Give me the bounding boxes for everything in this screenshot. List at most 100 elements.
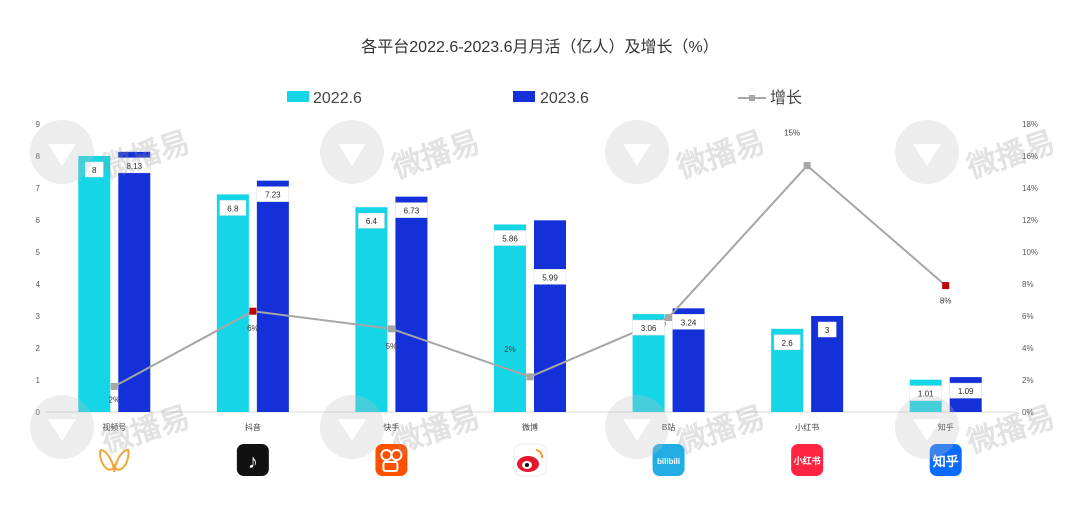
growth-label: 2%	[504, 345, 516, 354]
data-label-2022: 3.06	[641, 324, 657, 333]
y-left-tick-label: 6	[36, 216, 41, 225]
y-right-tick-label: 14%	[1022, 184, 1038, 193]
data-label-2023: 1.09	[958, 387, 974, 396]
data-label-2023: 5.99	[542, 273, 558, 282]
svg-text:小红书: 小红书	[793, 455, 821, 466]
growth-point	[803, 162, 811, 170]
data-label-2022: 5.86	[502, 234, 518, 243]
douyin-icon: ♪	[236, 444, 269, 476]
data-label-2022-box	[773, 334, 801, 351]
data-label-2022: 1.01	[918, 390, 934, 399]
bar-2023	[534, 220, 566, 412]
y-right-tick-label: 12%	[1022, 216, 1038, 225]
growth-point	[249, 307, 257, 315]
y-left-tick-label: 1	[36, 376, 41, 385]
data-label-2023: 8.13	[126, 162, 142, 171]
data-label-2023-box	[817, 321, 837, 338]
legend-swatch-growth-marker	[749, 95, 755, 101]
y-right-tick-label: 2%	[1022, 376, 1034, 385]
legend-label-2023: 2023.6	[540, 90, 589, 107]
y-left-tick-label: 5	[36, 248, 41, 257]
data-label-2023-box	[672, 314, 705, 330]
bar-2023	[256, 180, 289, 412]
growth-label: 5%	[386, 342, 398, 351]
data-label-2022: 6.8	[227, 204, 239, 213]
weibo-icon	[513, 443, 547, 477]
axes: 0 1 2 3 4 5 6 7 8 9 0% 2% 4% 6% 8% 10% 12% 14% 16% 18% 视频号 抖音…	[36, 120, 1038, 432]
svg-text:♪: ♪	[248, 451, 258, 473]
bar-2022	[494, 224, 526, 412]
chart-title: 各平台2022.6-2023.6月月活（亿人）及增长（%）	[361, 38, 718, 56]
y-right-tick-label: 16%	[1022, 152, 1038, 161]
data-label-2022-box	[632, 319, 665, 336]
y-right-tick-label: 18%	[1022, 120, 1038, 129]
legend: 2022.6 2023.6 增长	[287, 89, 802, 107]
x-tick-label: 微博	[522, 422, 538, 432]
growth-label: 6%	[247, 324, 259, 333]
y-left-tick-label: 9	[36, 120, 41, 129]
data-label-2023: 6.73	[404, 207, 420, 216]
growth-point	[387, 325, 395, 333]
data-label-2023-box	[118, 157, 151, 174]
y-left-tick-label: 0	[36, 408, 41, 417]
data-label-2023-box	[395, 202, 428, 218]
kuaishou-icon	[375, 444, 408, 476]
bar-2023	[395, 196, 428, 412]
x-tick-label: B站	[662, 422, 675, 432]
channels-icon	[99, 448, 130, 473]
y-right-tick-label: 6%	[1022, 312, 1034, 321]
data-label-2022: 6.4	[366, 217, 378, 226]
data-label-2022-box	[493, 230, 527, 246]
y-right-tick-label: 0%	[1022, 408, 1034, 417]
x-tick-label: 小红书	[795, 422, 819, 432]
data-label-2022-box	[219, 200, 247, 216]
data-label-2022-box	[358, 212, 385, 229]
bilibili-icon: bilibili	[652, 444, 685, 476]
zhihu-icon: 知乎	[929, 444, 962, 476]
y-right-tick-label: 8%	[1022, 280, 1034, 289]
svg-text:知乎: 知乎	[933, 454, 959, 469]
data-label-2022-box	[909, 385, 942, 401]
data-label-2023: 7.23	[265, 191, 281, 200]
growth-point	[942, 282, 950, 290]
y-left-tick-label: 2	[36, 344, 41, 353]
data-labels: 8 8.13 6.8 7.23 6.4 6.73 5.86 5.99 3.06 3.24 2.6 3 1…	[85, 157, 982, 401]
legend-swatch-2022	[287, 91, 309, 102]
legend-label-growth: 增长	[770, 89, 802, 107]
y-right-tick-label: 4%	[1022, 344, 1034, 353]
data-label-2022: 8	[92, 166, 97, 175]
y-left-tick-label: 3	[36, 312, 41, 321]
growth-point	[110, 382, 118, 390]
svg-text:bilibili: bilibili	[657, 457, 680, 466]
y-left-tick-label: 7	[36, 184, 41, 193]
platform-icons: ♪ bilibili 小红书 知乎	[99, 443, 962, 477]
y-left-tick-label: 8	[36, 152, 41, 161]
x-tick-label: 快手	[383, 422, 399, 432]
xiaohongshu-icon: 小红书	[791, 444, 824, 476]
bars	[78, 151, 982, 412]
growth-label: 8%	[940, 297, 952, 306]
data-label-2023-box	[949, 382, 982, 399]
bar-2022	[355, 207, 388, 412]
data-label-2023: 3.24	[681, 318, 697, 327]
legend-label-2022: 2022.6	[313, 90, 362, 107]
y-right-tick-label: 10%	[1022, 248, 1038, 257]
y-left-tick-label: 4	[36, 280, 41, 289]
data-label-2022-box	[85, 161, 104, 178]
bar-2023	[118, 151, 151, 412]
legend-swatch-2023	[513, 91, 535, 102]
bar-2022	[216, 194, 249, 412]
growth-label: 2%	[109, 395, 121, 404]
growth-point	[665, 314, 673, 322]
data-label-2023-box	[256, 186, 290, 202]
data-label-2023: 3	[825, 326, 830, 335]
x-tick-label: 知乎	[938, 422, 954, 432]
growth-point	[526, 373, 534, 381]
data-label-2022: 2.6	[782, 339, 794, 348]
x-tick-label: 抖音	[245, 422, 261, 432]
growth-label: 15%	[784, 129, 800, 138]
bar-2022	[78, 156, 111, 412]
data-label-2023-box	[533, 269, 567, 285]
